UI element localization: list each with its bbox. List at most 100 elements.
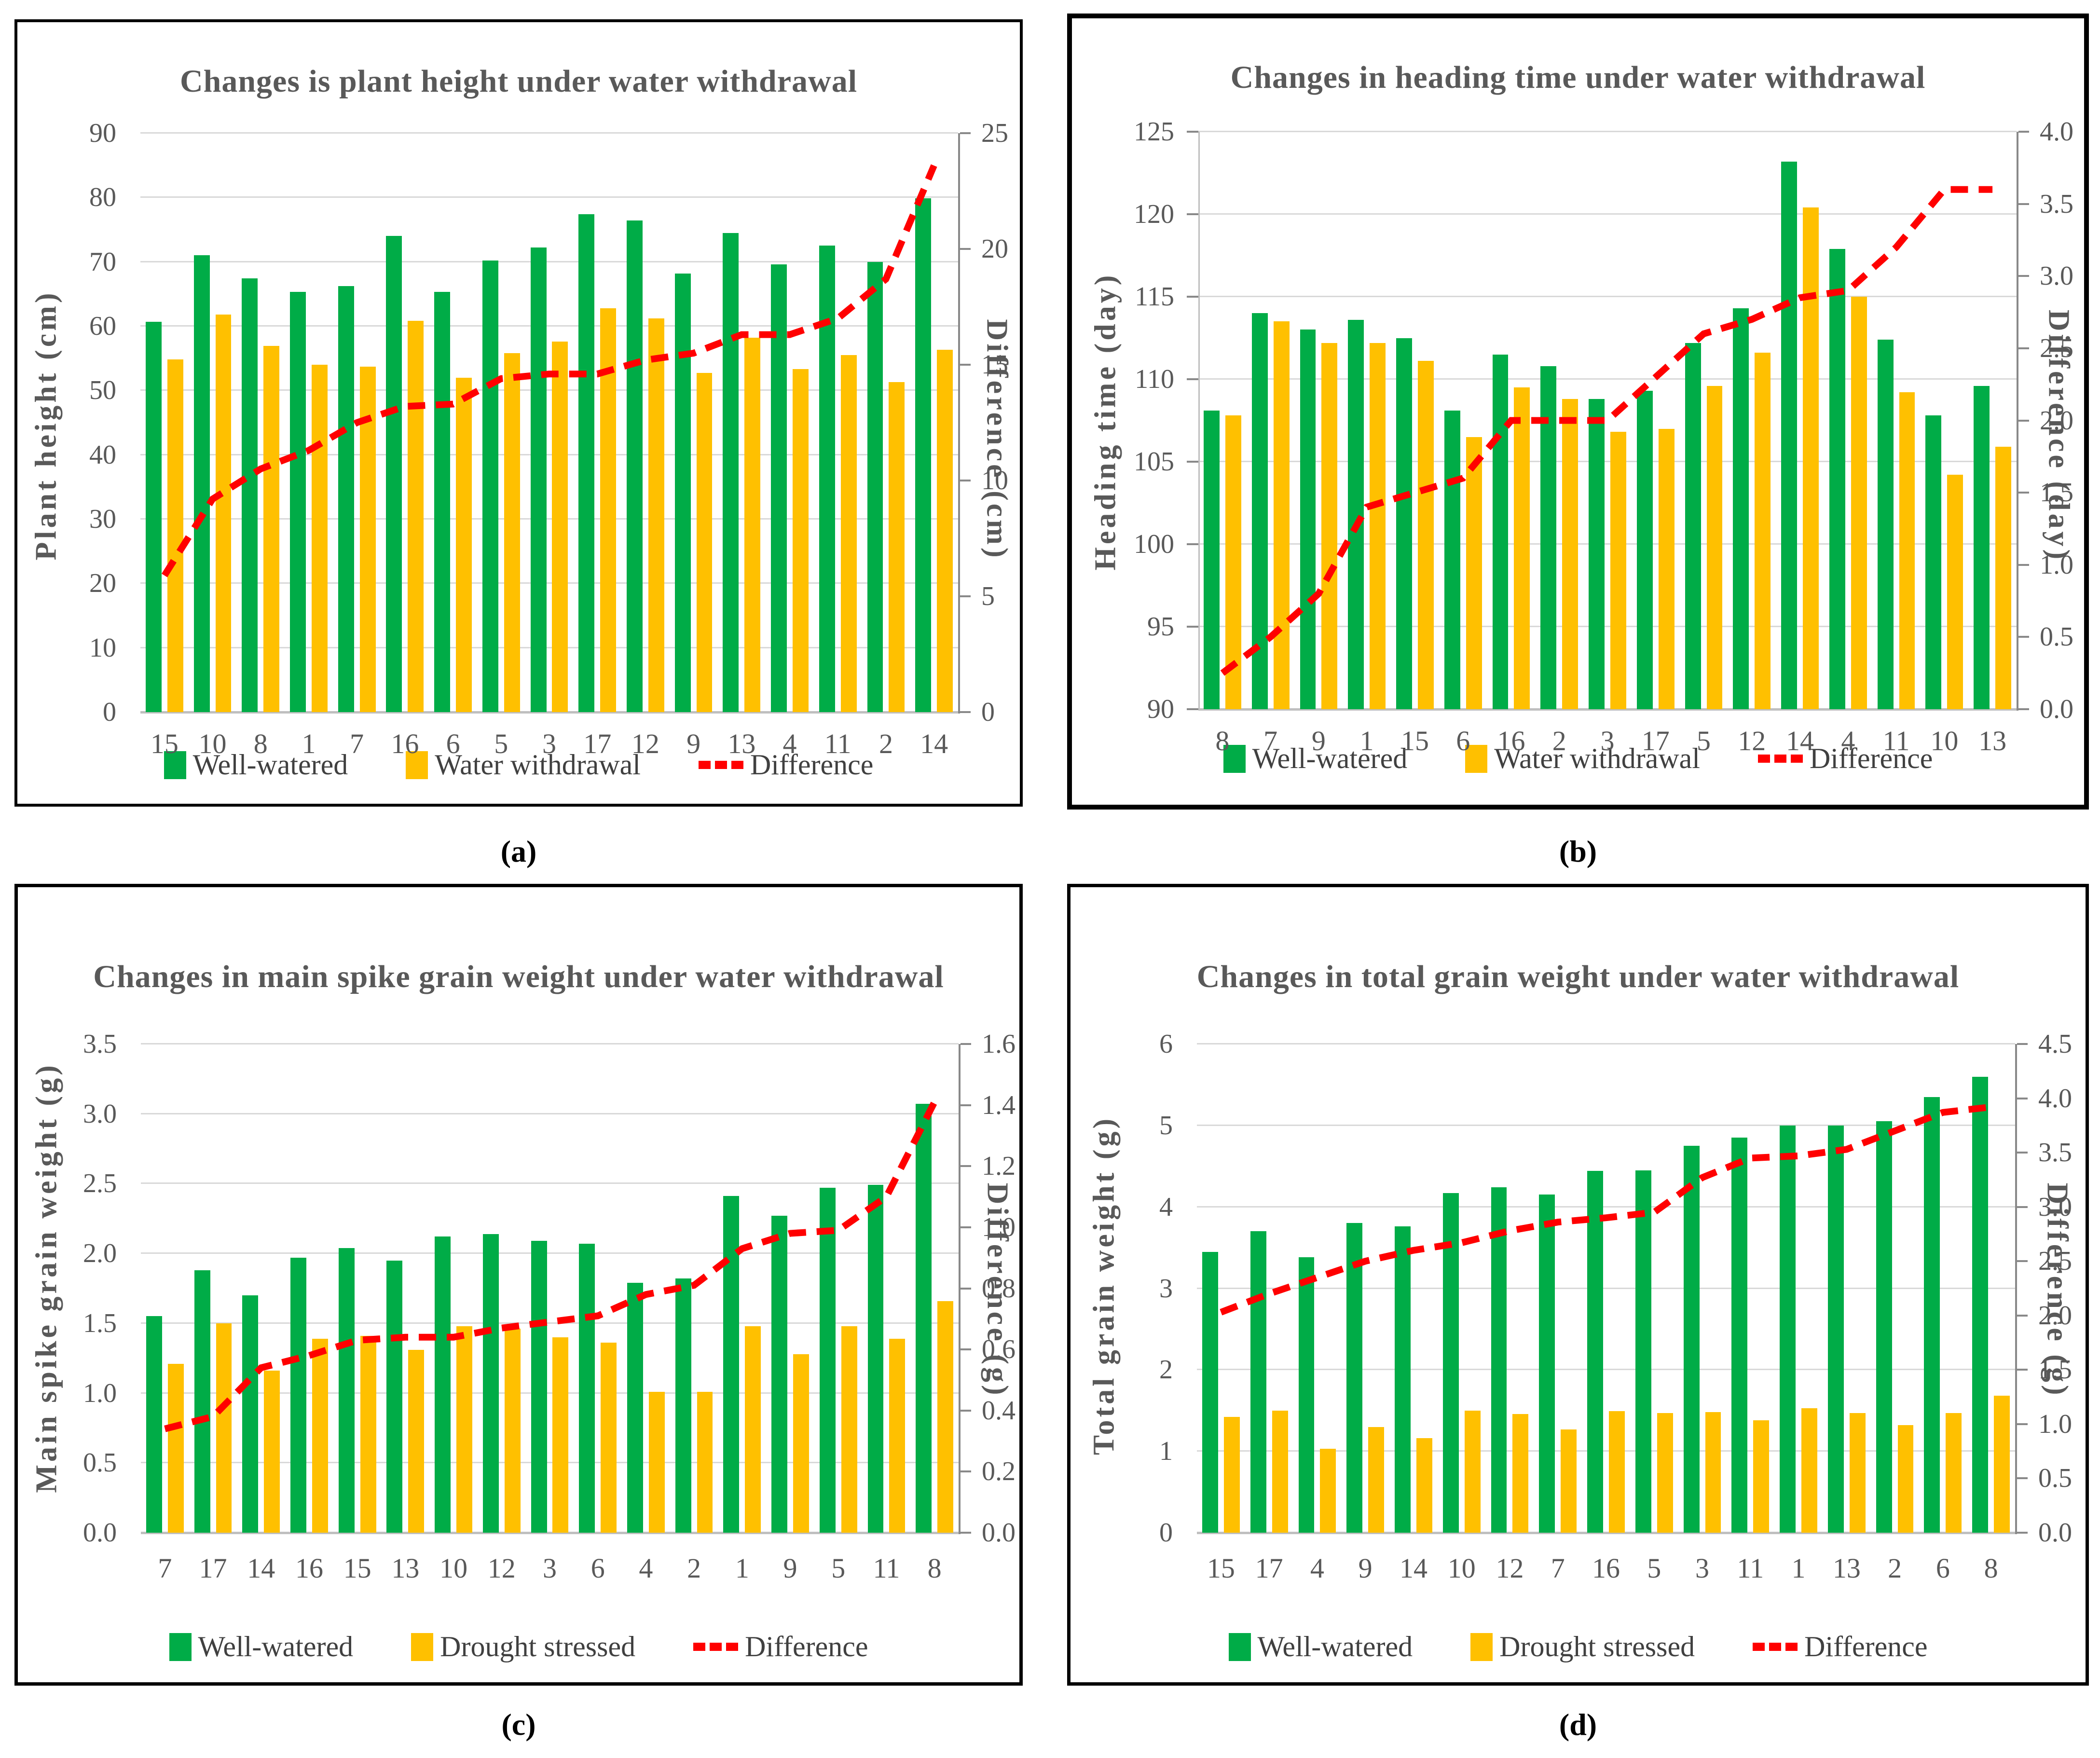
x-axis-category-label: 3 — [1600, 725, 1615, 756]
bar-stressed — [312, 1338, 328, 1533]
right-axis-tickmark — [2018, 708, 2029, 710]
legend-d: Well-watered Drought stressed Difference — [1071, 1630, 2086, 1663]
x-axis-category-label: 4 — [639, 1552, 653, 1584]
bar-well-watered — [675, 1278, 691, 1533]
bar-well-watered — [290, 292, 306, 712]
panel-d: Changes in total grain weight under wate… — [1067, 884, 2089, 1686]
y-axis-tick-label: 125 — [1134, 117, 1174, 147]
bar-stressed — [840, 355, 857, 712]
difference-line — [164, 1100, 938, 1432]
x-axis-category-label: 4 — [1841, 725, 1855, 756]
right-axis-tick-label: 2.0 — [2040, 405, 2073, 436]
bar-stressed — [1849, 1413, 1866, 1533]
bar-stressed — [1512, 1414, 1529, 1533]
difference-dash-icon — [1757, 755, 1803, 763]
legend-item-difference: Difference — [693, 1630, 868, 1663]
bar-well-watered — [771, 1215, 788, 1533]
x-axis-category-label: 16 — [391, 728, 419, 759]
right-axis-tick-label: 0.2 — [982, 1456, 1016, 1487]
well-watered-swatch-icon — [1223, 744, 1246, 773]
y-axis-tick-label: 20 — [89, 568, 116, 599]
water-withdrawal-swatch-icon — [1465, 744, 1488, 773]
bar-stressed — [1851, 297, 1867, 709]
bar-stressed — [793, 369, 809, 712]
legend-label-difference: Difference — [1809, 742, 1933, 774]
bar-well-watered — [1492, 354, 1509, 709]
bar-well-watered — [435, 1236, 451, 1533]
right-axis-tick-label: 1.6 — [982, 1029, 1016, 1059]
y-axis-tick-label: 100 — [1134, 529, 1174, 559]
bar-stressed — [1320, 1449, 1336, 1533]
x-axis-category-label: 4 — [1310, 1552, 1324, 1584]
difference-line — [1220, 186, 1993, 676]
x-axis-category-label: 6 — [1456, 725, 1470, 756]
bar-well-watered — [1924, 1097, 1940, 1533]
y-axis-tick-label: 4 — [1159, 1192, 1173, 1222]
right-axis-tick-label: 1.5 — [2040, 478, 2073, 508]
y-axis-tick-label: 3 — [1159, 1273, 1173, 1304]
right-axis-tick-label: 4.0 — [2040, 117, 2073, 147]
bar-stressed — [311, 365, 328, 712]
bar-well-watered — [674, 273, 691, 712]
y-axis-tickmark — [1187, 626, 1198, 628]
right-axis-tick-label: 0.5 — [2038, 1463, 2072, 1494]
bar-stressed — [1416, 1438, 1432, 1533]
bar-well-watered — [530, 247, 547, 712]
y-axis-tick-label: 3.0 — [83, 1099, 117, 1129]
right-axis-tickmark — [2017, 1097, 2028, 1099]
right-axis-tick-label: 4.0 — [2038, 1083, 2072, 1113]
bar-well-watered — [194, 1270, 210, 1533]
bar-well-watered — [915, 198, 932, 712]
x-axis-category-label: 13 — [391, 1552, 420, 1584]
x-axis-category-label: 9 — [1358, 1552, 1373, 1584]
y-axis-tick-label: 1.0 — [83, 1378, 117, 1408]
bar-well-watered — [1731, 1138, 1748, 1533]
x-axis-category-label: 15 — [1400, 725, 1429, 756]
bar-well-watered — [1395, 1226, 1411, 1533]
x-axis-category-label: 2 — [1552, 725, 1566, 756]
bar-well-watered — [916, 1104, 932, 1533]
difference-dash-icon — [698, 761, 743, 769]
right-axis-tick-label: 3.0 — [2040, 261, 2073, 291]
gridline — [1198, 213, 2017, 215]
right-axis-tick-label: 0.0 — [2040, 694, 2073, 724]
gridline — [140, 646, 958, 648]
right-axis-tickmark — [961, 1287, 971, 1290]
bar-well-watered — [1589, 399, 1605, 709]
y-axis-tick-label: 6 — [1159, 1029, 1173, 1059]
bar-stressed — [1897, 1425, 1914, 1533]
gridline — [141, 1182, 959, 1184]
bar-well-watered — [145, 321, 162, 712]
right-axis-tickmark — [2017, 1532, 2028, 1534]
bar-well-watered — [1635, 1170, 1651, 1533]
bar-stressed — [1803, 207, 1819, 709]
bar-stressed — [408, 1349, 425, 1533]
bar-stressed — [1417, 361, 1434, 709]
bar-stressed — [504, 353, 520, 712]
right-axis-tickmark — [961, 1226, 971, 1228]
legend-item-drought-stressed: Drought stressed — [411, 1630, 635, 1663]
bar-well-watered — [434, 292, 451, 712]
bar-stressed — [1755, 353, 1771, 709]
gridline — [140, 325, 958, 327]
right-axis-tickmark — [960, 364, 971, 366]
caption-c: (c) — [501, 1707, 536, 1742]
bar-well-watered — [146, 1316, 162, 1533]
gridline — [140, 132, 958, 134]
bar-well-watered — [1925, 415, 1942, 709]
bar-well-watered — [627, 1282, 643, 1533]
bar-stressed — [1753, 1420, 1770, 1533]
y-axis-title-left-b: Heading time (day) — [1089, 272, 1122, 571]
y-axis-tick-label: 0 — [1159, 1518, 1173, 1548]
right-axis-tickmark — [2018, 419, 2029, 422]
caption-b: (b) — [1559, 834, 1597, 868]
bar-stressed — [1514, 387, 1530, 709]
y-axis-tick-label: 0.5 — [83, 1448, 117, 1478]
bar-well-watered — [1346, 1223, 1363, 1533]
bar-stressed — [216, 1323, 232, 1533]
legend-c: Well-watered Drought stressed Difference — [18, 1630, 1019, 1663]
x-axis-category-label: 13 — [727, 728, 756, 759]
bar-stressed — [504, 1329, 521, 1533]
x-axis-category-label: 14 — [1786, 725, 1814, 756]
